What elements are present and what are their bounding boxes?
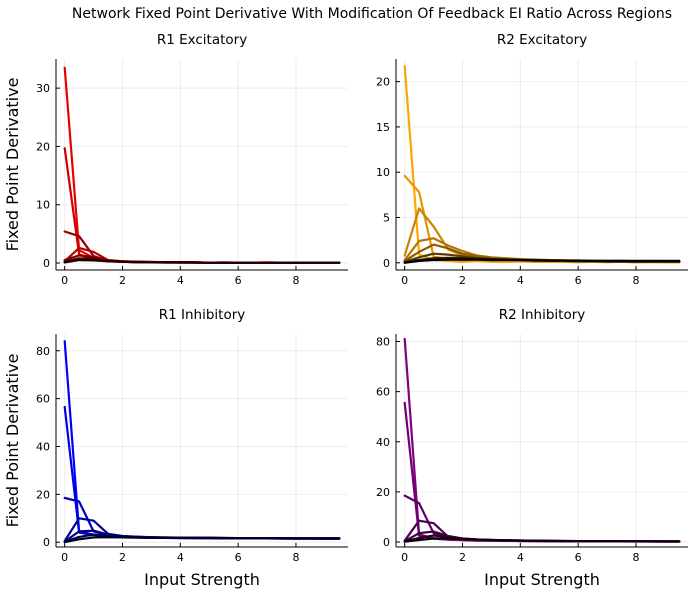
- x-tick-label: 6: [575, 274, 582, 287]
- x-tick-label: 8: [292, 551, 299, 564]
- series-line: [63, 536, 341, 544]
- series-line: [63, 405, 341, 540]
- x-tick-label: 8: [292, 274, 299, 287]
- y-axis-label: Fixed Point Derivative: [3, 78, 22, 252]
- series-line: [403, 258, 681, 264]
- series-line: [403, 65, 681, 264]
- y-tick-label: 40: [376, 436, 390, 449]
- series-line: [403, 174, 681, 264]
- x-tick-label: 8: [632, 551, 639, 564]
- y-axis-label: Fixed Point Derivative: [3, 354, 22, 528]
- figure-title: Network Fixed Point Derivative With Modi…: [72, 6, 672, 22]
- x-tick-label: 2: [459, 551, 466, 564]
- x-tick-label: 2: [459, 274, 466, 287]
- x-tick-label: 6: [235, 274, 242, 287]
- x-tick-label: 2: [119, 551, 126, 564]
- x-tick-label: 2: [119, 274, 126, 287]
- series-line: [63, 259, 341, 264]
- x-tick-label: 0: [401, 274, 408, 287]
- series-line: [403, 537, 681, 543]
- y-tick-label: 80: [376, 336, 390, 349]
- x-axis-label: Input Strength: [484, 570, 600, 589]
- x-tick-label: 0: [61, 551, 68, 564]
- series-line: [63, 66, 341, 264]
- x-tick-label: 4: [177, 551, 184, 564]
- x-tick-label: 6: [235, 551, 242, 564]
- y-tick-label: 10: [36, 199, 50, 212]
- subplot-title: R2 Inhibitory: [499, 307, 586, 323]
- subplot-title: R2 Excitatory: [497, 32, 587, 48]
- x-axis-label: Input Strength: [144, 570, 260, 589]
- y-tick-label: 15: [376, 121, 390, 134]
- y-tick-label: 30: [36, 82, 50, 95]
- y-tick-label: 20: [36, 488, 50, 501]
- subplot-title: R1 Inhibitory: [159, 307, 246, 323]
- r1-excitatory-panel: 0 2 4 6 8 0 10 20 30 R1 Excitatory Fixed Point Der…: [3, 32, 348, 287]
- y-tick-label: 20: [36, 140, 50, 153]
- y-tick-label: 0: [383, 536, 390, 549]
- y-tick-label: 20: [376, 76, 390, 89]
- y-tick-label: 60: [36, 393, 50, 406]
- y-tick-label: 60: [376, 386, 390, 399]
- x-tick-label: 6: [575, 551, 582, 564]
- y-tick-label: 10: [376, 166, 390, 179]
- y-tick-label: 0: [43, 536, 50, 549]
- y-tick-label: 20: [376, 486, 390, 499]
- x-tick-label: 8: [632, 274, 639, 287]
- x-tick-label: 4: [517, 551, 524, 564]
- x-tick-label: 4: [517, 274, 524, 287]
- r2-excitatory-panel: 0 2 4 6 8 0 5 10 15 20 R2 Excitatory: [376, 32, 688, 287]
- x-tick-label: 0: [61, 274, 68, 287]
- y-tick-label: 0: [383, 257, 390, 270]
- series-line: [403, 337, 681, 543]
- y-tick-label: 5: [383, 211, 390, 224]
- x-tick-label: 4: [177, 274, 184, 287]
- series-line: [63, 340, 341, 540]
- series-line: [63, 147, 341, 264]
- y-tick-label: 80: [36, 345, 50, 358]
- subplot-title: R1 Excitatory: [157, 32, 247, 48]
- y-tick-label: 0: [43, 257, 50, 270]
- y-tick-label: 40: [36, 440, 50, 453]
- x-tick-label: 0: [401, 551, 408, 564]
- series-line: [403, 401, 681, 543]
